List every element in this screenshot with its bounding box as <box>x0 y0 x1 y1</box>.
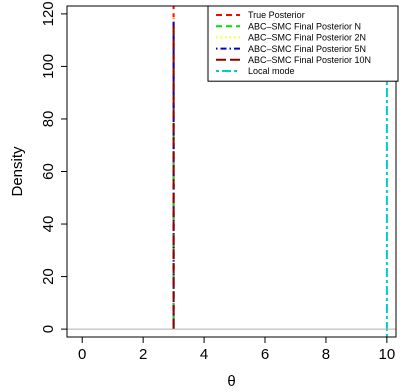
y-tick-label: 0 <box>40 325 57 333</box>
legend-box <box>207 5 399 82</box>
y-axis-title: Density <box>9 146 26 197</box>
x-tick-label: 2 <box>139 346 147 363</box>
y-tick-label: 80 <box>40 111 57 128</box>
y-tick-label: 100 <box>40 54 57 79</box>
legend-label: True Posterior <box>248 10 305 20</box>
x-tick-label: 4 <box>200 346 208 363</box>
legend-label: ABC–SMC Final Posterior 2N <box>248 33 366 43</box>
x-tick-label: 0 <box>78 346 86 363</box>
x-tick-label: 10 <box>379 346 396 363</box>
series-layer <box>172 6 388 337</box>
y-axis: 0 20 40 60 80 100 120 <box>40 1 67 333</box>
x-axis: 0 2 4 6 8 10 <box>78 337 395 363</box>
x-tick-label: 8 <box>322 346 330 363</box>
y-tick-label: 120 <box>40 1 57 26</box>
x-tick-label: 6 <box>261 346 269 363</box>
y-tick-label: 60 <box>40 163 57 180</box>
x-axis-title: θ <box>227 373 235 390</box>
y-tick-label: 20 <box>40 268 57 285</box>
legend-label: ABC–SMC Final Posterior 5N <box>248 44 366 54</box>
legend-label: Local mode <box>248 66 295 76</box>
legend-label: ABC–SMC Final Posterior N <box>248 21 361 31</box>
legend-label: ABC–SMC Final Posterior 10N <box>248 55 371 65</box>
y-tick-label: 40 <box>40 216 57 233</box>
